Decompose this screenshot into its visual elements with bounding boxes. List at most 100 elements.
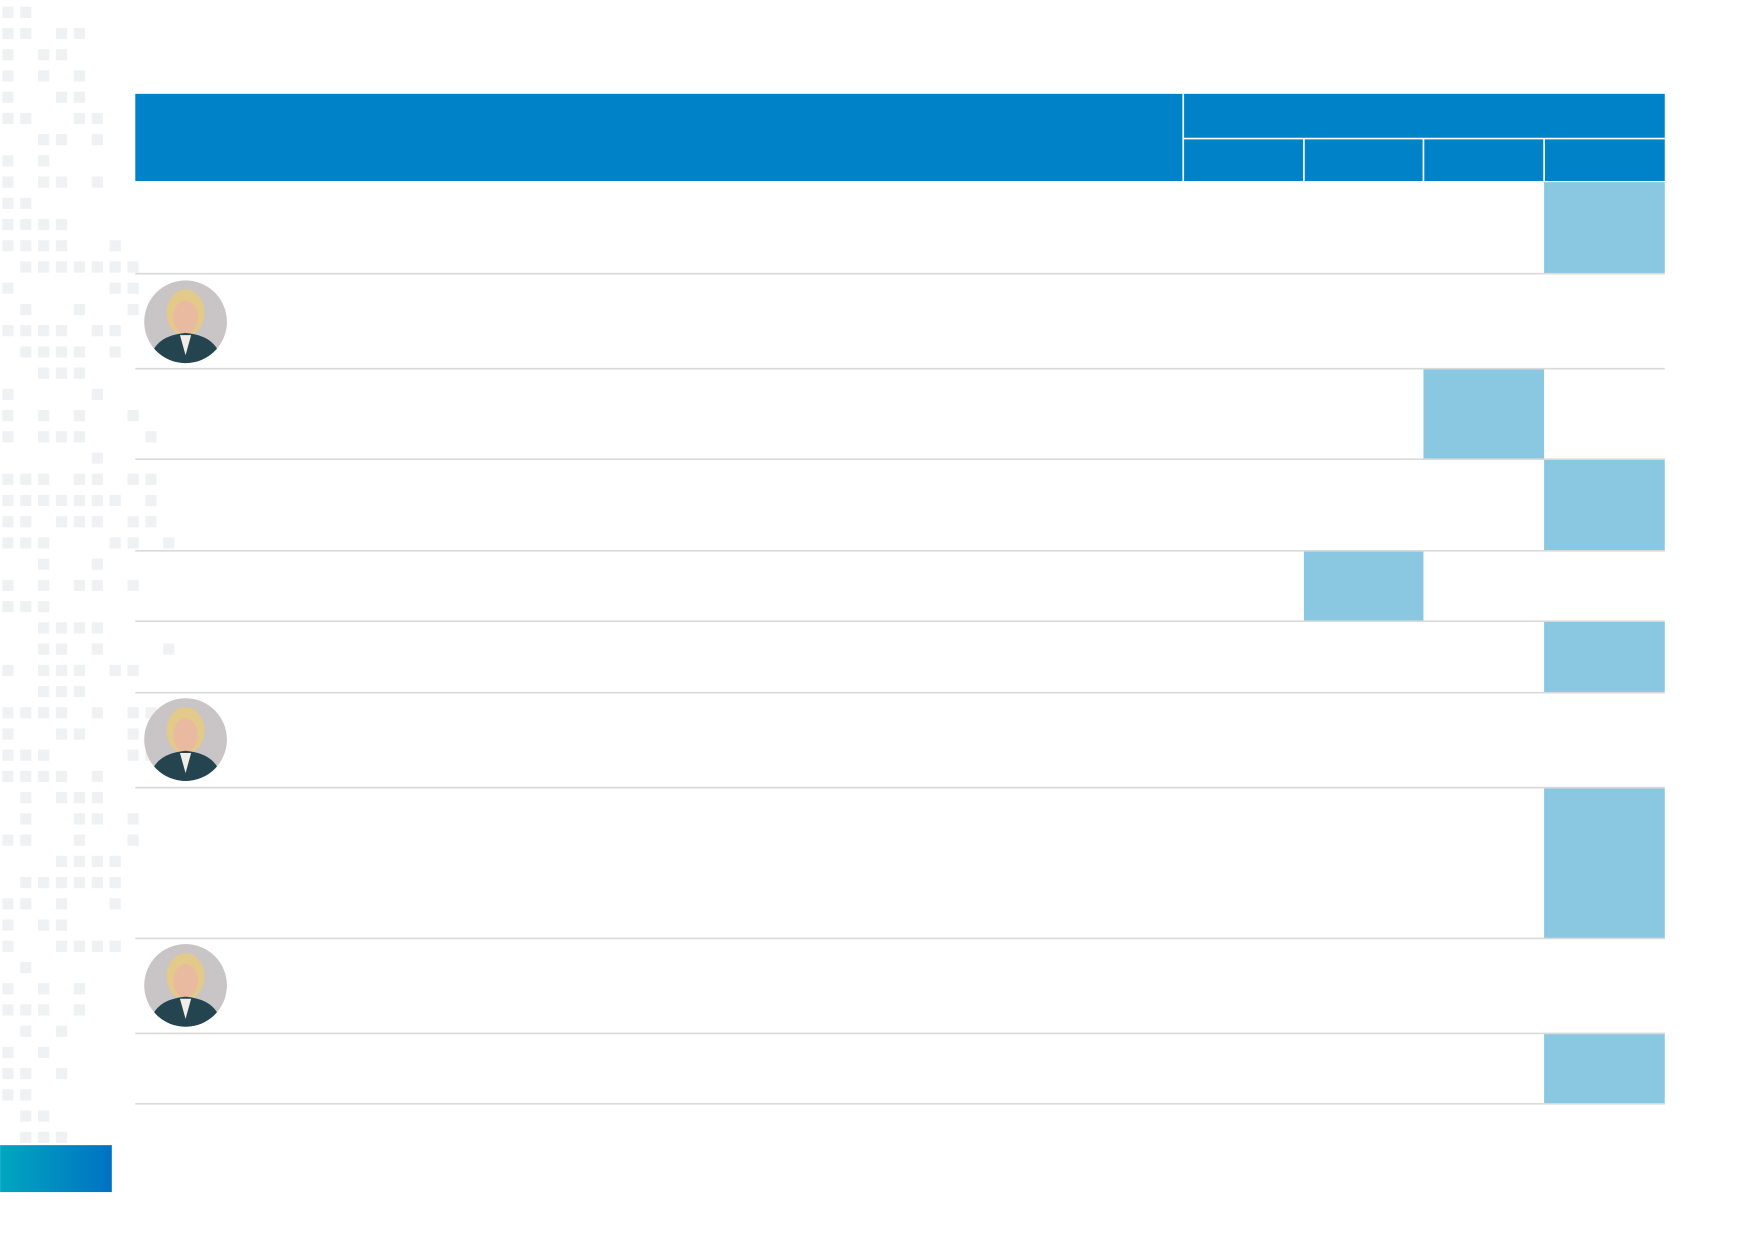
pattern-square bbox=[109, 261, 121, 273]
pattern-square bbox=[20, 218, 32, 231]
pattern-square bbox=[73, 367, 86, 379]
pattern-square bbox=[73, 70, 86, 82]
pattern-square bbox=[163, 643, 175, 655]
pattern-square bbox=[91, 770, 103, 783]
pattern-square bbox=[20, 834, 32, 846]
pattern-square bbox=[109, 240, 121, 252]
pattern-square bbox=[91, 176, 103, 188]
pattern-square bbox=[38, 749, 50, 761]
pattern-square bbox=[73, 303, 86, 316]
pattern-square bbox=[55, 792, 68, 804]
pattern-square bbox=[91, 579, 103, 592]
pattern-square bbox=[20, 877, 32, 889]
pattern-square bbox=[2, 410, 14, 422]
pattern-square bbox=[2, 579, 14, 592]
pattern-square bbox=[20, 325, 32, 337]
pattern-square bbox=[127, 473, 139, 485]
pattern-square bbox=[2, 770, 14, 783]
pattern-square bbox=[2, 664, 14, 676]
pattern-square bbox=[38, 494, 50, 507]
pattern-square bbox=[55, 770, 68, 783]
pattern-square bbox=[145, 473, 157, 485]
pattern-square bbox=[127, 537, 139, 549]
pattern-square bbox=[55, 261, 68, 273]
pattern-square bbox=[2, 240, 14, 252]
pattern-square bbox=[20, 537, 32, 549]
pattern-square bbox=[2, 197, 14, 209]
pattern-square bbox=[38, 643, 50, 655]
pattern-square bbox=[38, 707, 50, 719]
pattern-square bbox=[38, 1004, 50, 1016]
pattern-square bbox=[55, 685, 68, 698]
avatar bbox=[141, 277, 230, 366]
pattern-square bbox=[55, 1131, 68, 1143]
pattern-square bbox=[2, 282, 14, 294]
pattern-square bbox=[38, 367, 50, 379]
pattern-square bbox=[73, 91, 86, 103]
pattern-square bbox=[38, 218, 50, 231]
pattern-square bbox=[73, 27, 86, 40]
pattern-square bbox=[73, 473, 86, 485]
pattern-square bbox=[109, 325, 121, 337]
pattern-square bbox=[2, 155, 14, 167]
pattern-square bbox=[55, 367, 68, 379]
pattern-square bbox=[91, 112, 103, 125]
pattern-square bbox=[73, 664, 86, 676]
pattern-square bbox=[109, 282, 121, 294]
pattern-square bbox=[38, 983, 50, 995]
pattern-square bbox=[73, 877, 86, 889]
pattern-square bbox=[2, 6, 14, 18]
pattern-square bbox=[20, 961, 32, 974]
pattern-square bbox=[38, 622, 50, 634]
pattern-square bbox=[91, 452, 103, 464]
pattern-square bbox=[55, 27, 68, 40]
pattern-square bbox=[91, 643, 103, 655]
pattern-square bbox=[20, 240, 32, 252]
pattern-square bbox=[55, 898, 68, 910]
pattern-square bbox=[91, 388, 103, 400]
pattern-square bbox=[55, 325, 68, 337]
pattern-square bbox=[38, 261, 50, 273]
pattern-square bbox=[73, 112, 86, 125]
pattern-square bbox=[145, 494, 157, 507]
pattern-square bbox=[20, 1025, 32, 1037]
pattern-square bbox=[55, 622, 68, 634]
pattern-square bbox=[20, 494, 32, 507]
pattern-square bbox=[73, 855, 86, 867]
pattern-square bbox=[127, 664, 139, 676]
pattern-square bbox=[2, 516, 14, 528]
pattern-square bbox=[2, 707, 14, 719]
pattern-square bbox=[2, 1089, 14, 1101]
pattern-square bbox=[20, 813, 32, 825]
pattern-square bbox=[73, 685, 86, 698]
pattern-square bbox=[20, 770, 32, 783]
pattern-square bbox=[73, 834, 86, 846]
pattern-square bbox=[109, 346, 121, 358]
pattern-square bbox=[73, 1004, 86, 1016]
page-tab bbox=[0, 1145, 112, 1193]
pattern-square bbox=[91, 325, 103, 337]
pattern-square bbox=[20, 261, 32, 273]
pattern-square bbox=[20, 749, 32, 761]
pattern-square bbox=[73, 410, 86, 422]
pattern-square bbox=[127, 282, 139, 294]
pattern-square bbox=[127, 410, 139, 422]
pattern-square bbox=[91, 877, 103, 889]
pattern-square bbox=[38, 1110, 50, 1122]
pattern-square bbox=[20, 1004, 32, 1016]
pattern-square bbox=[91, 792, 103, 804]
pattern-square bbox=[55, 1068, 68, 1080]
pattern-square bbox=[55, 877, 68, 889]
pattern-square bbox=[145, 516, 157, 528]
pattern-square bbox=[127, 813, 139, 825]
pattern-square bbox=[20, 516, 32, 528]
pattern-square bbox=[38, 558, 50, 570]
pattern-square bbox=[145, 707, 157, 719]
pattern-square bbox=[55, 707, 68, 719]
pattern-square bbox=[91, 558, 103, 570]
pattern-square bbox=[55, 919, 68, 931]
pattern-square bbox=[38, 1046, 50, 1059]
pattern-square bbox=[2, 431, 14, 443]
pattern-square bbox=[20, 1089, 32, 1101]
